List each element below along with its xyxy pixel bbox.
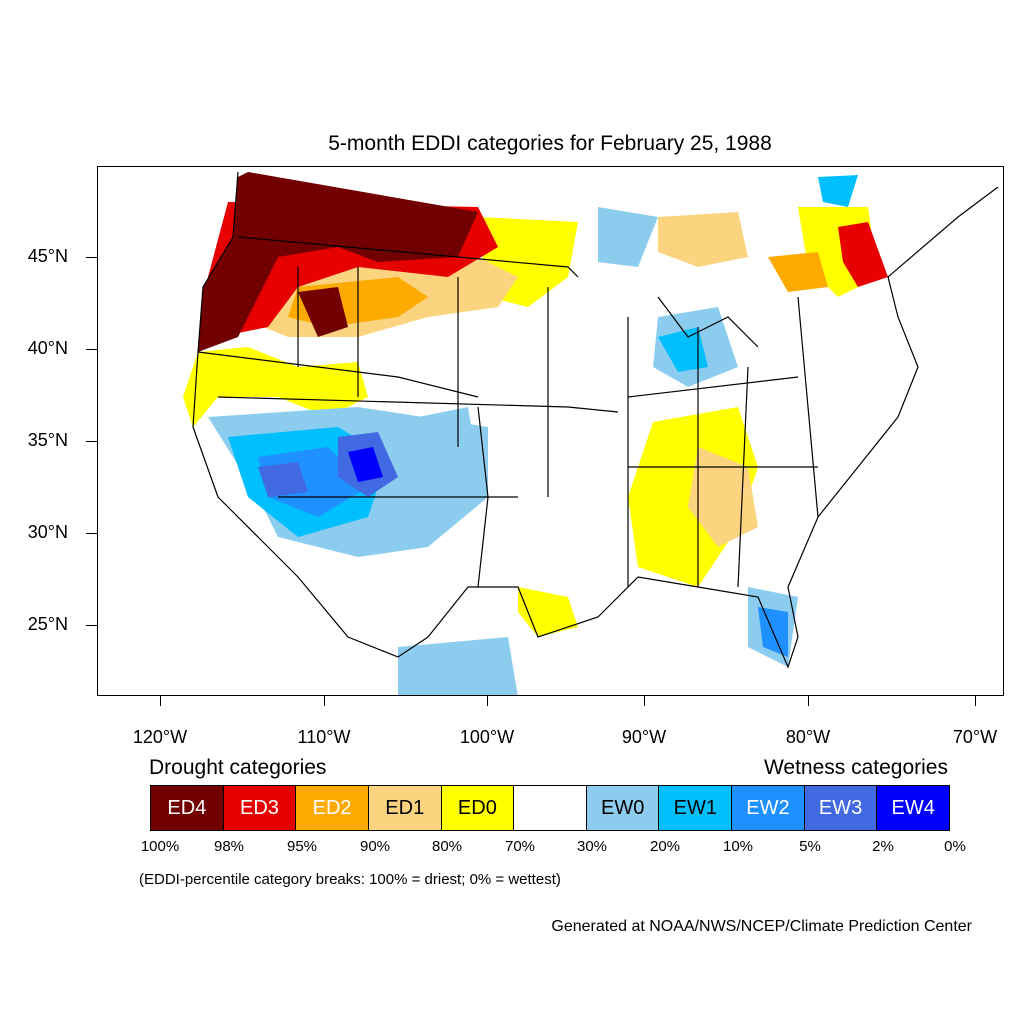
legend-cell-ew3: EW3 [804,786,878,830]
lat-label-45n: 45°N [27,246,68,266]
lon-label-110w: 110°W [297,727,351,747]
break-label: 10% [722,838,754,855]
legend-cell-ed3: ED3 [223,786,297,830]
map-panel [97,166,1004,696]
map-title: 5-month EDDI categories for February 25,… [328,132,772,155]
break-label: 100% [140,838,180,855]
lon-label-100w: 100°W [459,727,515,747]
legend-cell-ed1: ED1 [368,786,442,830]
lon-label-120w: 120°W [132,727,188,747]
lon-tick [324,696,325,706]
lat-tick [86,533,97,534]
legend-cell-ew0: EW0 [586,786,660,830]
lat-label-25n: 25°N [27,614,68,634]
wetness-categories-title: Wetness categories [763,756,948,779]
break-label: 30% [576,838,608,855]
lon-tick [644,696,645,706]
break-label: 0% [944,838,966,855]
lat-tick [86,441,97,442]
boundary-lines [192,171,999,669]
break-label: 20% [649,838,681,855]
lon-tick [808,696,809,706]
category-breaks-note: (EDDI-percentile category breaks: 100% =… [139,871,561,888]
break-label: 90% [359,838,391,855]
legend-cell-ed0: ED0 [441,786,515,830]
drought-ed4-regions [198,172,478,352]
break-label: 70% [504,838,536,855]
legend-colorbar: ED4 ED3 ED2 ED1 ED0 EW0 EW1 EW2 EW3 EW4 [150,785,950,831]
credit-text: Generated at NOAA/NWS/NCEP/Climate Predi… [551,918,972,935]
lat-label-35n: 35°N [27,430,68,450]
legend-cell-ew4: EW4 [877,786,950,830]
legend-cell-ew2: EW2 [732,786,805,830]
break-label: 98% [213,838,245,855]
lat-label-40n: 40°N [27,338,68,358]
break-label: 95% [286,838,318,855]
lat-tick [86,349,97,350]
lon-tick [160,696,161,706]
break-label: 2% [872,838,894,855]
lon-label-90w: 90°W [621,727,667,747]
legend-cell-ed4: ED4 [151,786,224,830]
legend-cell-neutral [514,786,587,830]
break-label: 80% [431,838,463,855]
lat-tick [86,257,97,258]
legend-cell-ew1: EW1 [659,786,733,830]
lat-tick [86,625,97,626]
lat-label-30n: 30°N [27,522,68,542]
lon-tick [487,696,488,706]
conus-map [183,171,999,695]
drought-categories-title: Drought categories [149,756,327,779]
lon-tick [975,696,976,706]
legend-cell-ed2: ED2 [296,786,369,830]
lon-label-80w: 80°W [785,727,831,747]
lon-label-70w: 70°W [952,727,998,747]
break-label: 5% [799,838,821,855]
wetness-ew4-regions [348,447,383,482]
